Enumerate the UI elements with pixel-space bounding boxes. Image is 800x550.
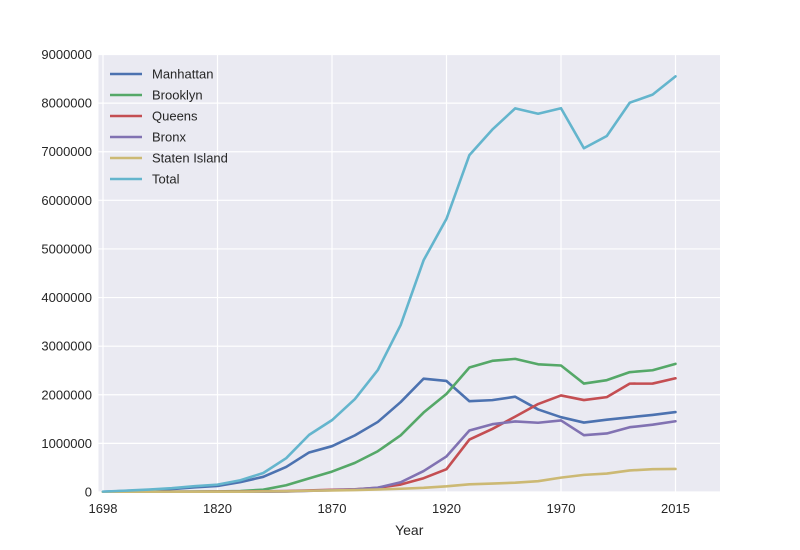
legend-label-queens: Queens <box>152 109 198 124</box>
legend-item-bronx: Bronx <box>110 130 186 145</box>
x-tick-label: 1820 <box>203 501 232 516</box>
x-axis-title: Year <box>395 522 424 538</box>
series-lines-group <box>101 75 677 493</box>
legend-item-queens: Queens <box>110 109 198 124</box>
series-line-total <box>101 75 677 493</box>
legend-label-brooklyn: Brooklyn <box>152 88 203 103</box>
legend-item-manhattan: Manhattan <box>110 67 213 82</box>
legend-label-bronx: Bronx <box>152 130 186 145</box>
y-tick-label: 8000000 <box>41 96 92 111</box>
x-tick-label: 1920 <box>432 501 461 516</box>
y-tick-label: 2000000 <box>41 387 92 402</box>
legend-item-total: Total <box>110 172 180 187</box>
y-tick-label: 7000000 <box>41 144 92 159</box>
y-tick-label: 4000000 <box>41 290 92 305</box>
x-tick-label: 2015 <box>661 501 690 516</box>
x-tick-label: 1870 <box>318 501 347 516</box>
legend-item-brooklyn: Brooklyn <box>110 88 203 103</box>
series-line-staten-island <box>101 467 677 493</box>
x-tick-label: 1970 <box>547 501 576 516</box>
y-tick-label: 9000000 <box>41 47 92 62</box>
legend-item-staten-island: Staten Island <box>110 151 228 166</box>
y-tick-label: 3000000 <box>41 339 92 354</box>
legend-label-total: Total <box>152 172 180 187</box>
y-tick-label: 1000000 <box>41 436 92 451</box>
y-tick-label: 6000000 <box>41 193 92 208</box>
legend-label-manhattan: Manhattan <box>152 67 213 82</box>
legend-label-staten-island: Staten Island <box>152 151 228 166</box>
legend: Manhattan Brooklyn Queens Bronx Staten Islan… <box>110 67 228 187</box>
x-tick-label: 1698 <box>89 501 118 516</box>
y-tick-label: 0 <box>85 485 92 500</box>
y-tick-label: 5000000 <box>41 241 92 256</box>
